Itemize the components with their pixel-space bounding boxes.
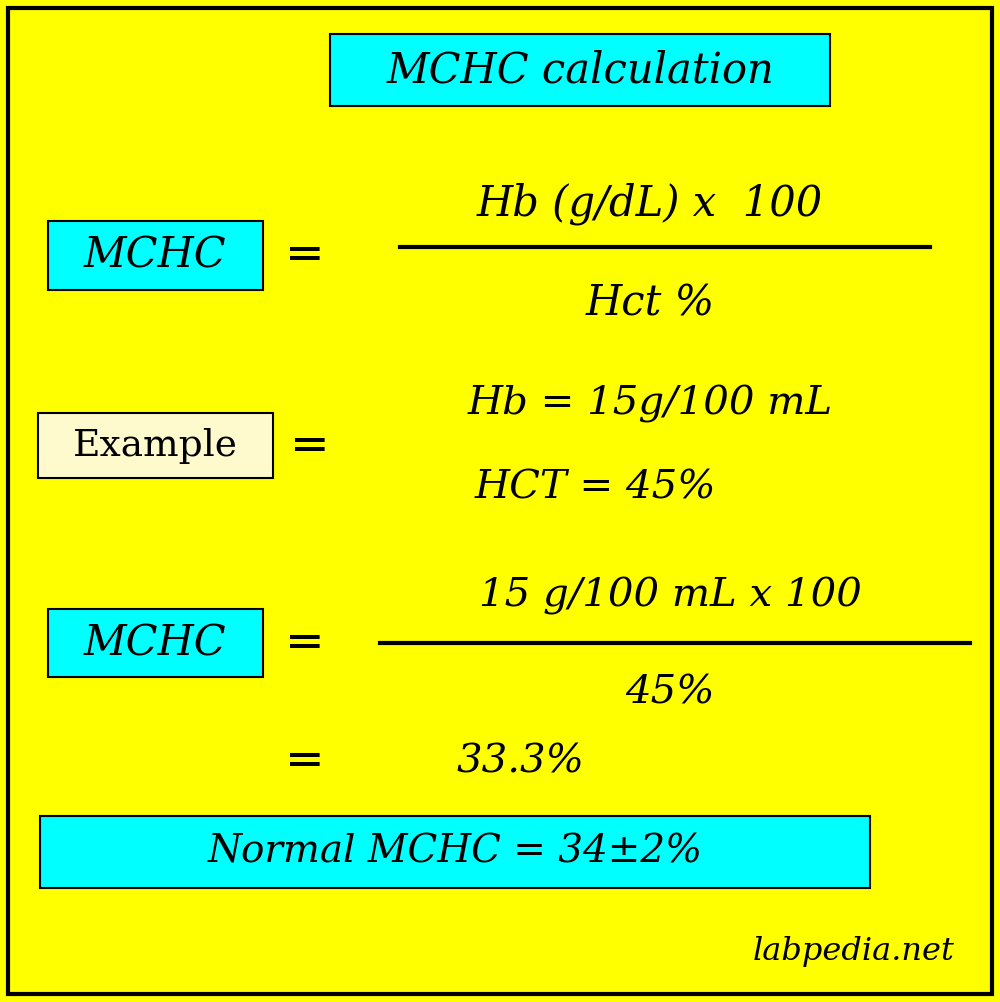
- FancyBboxPatch shape: [48, 609, 262, 677]
- Text: HCT = 45%: HCT = 45%: [474, 470, 716, 506]
- Text: 33.3%: 33.3%: [456, 743, 584, 780]
- Text: MCHC: MCHC: [84, 234, 226, 277]
- Text: Example: Example: [73, 428, 237, 464]
- Text: =: =: [285, 620, 325, 666]
- FancyBboxPatch shape: [330, 34, 830, 106]
- Text: MCHC calculation: MCHC calculation: [386, 49, 774, 91]
- FancyBboxPatch shape: [38, 413, 272, 479]
- Text: Hct %: Hct %: [585, 283, 715, 325]
- Text: Hb = 15g/100 mL: Hb = 15g/100 mL: [467, 385, 833, 423]
- Text: MCHC: MCHC: [84, 622, 226, 664]
- Text: Hb (g/dL) x  100: Hb (g/dL) x 100: [477, 182, 823, 224]
- FancyBboxPatch shape: [48, 221, 262, 290]
- FancyBboxPatch shape: [40, 816, 870, 888]
- Text: =: =: [285, 232, 325, 279]
- Text: =: =: [290, 423, 330, 469]
- Text: 45%: 45%: [625, 675, 715, 711]
- Text: 15 g/100 mL x 100: 15 g/100 mL x 100: [479, 577, 861, 615]
- Text: =: =: [285, 738, 325, 785]
- Text: labpedia.net: labpedia.net: [753, 937, 955, 967]
- FancyBboxPatch shape: [8, 8, 992, 994]
- Text: Normal MCHC = 34±2%: Normal MCHC = 34±2%: [207, 834, 703, 870]
